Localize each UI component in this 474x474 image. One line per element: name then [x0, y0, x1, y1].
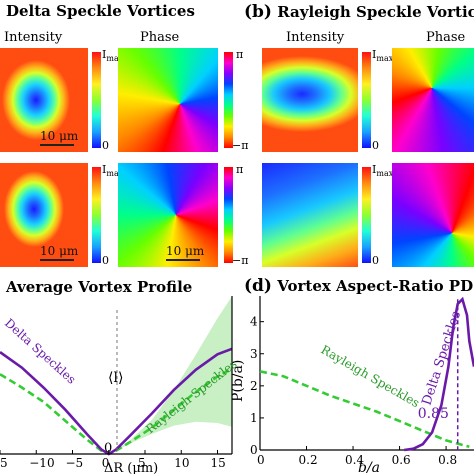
panel-d-rayleigh-label: Rayleigh Speckles — [319, 342, 422, 410]
panel-a-cbar-max-2: Imax — [102, 163, 124, 179]
panel-b-intensity-map-1 — [262, 48, 358, 152]
panel-a-intensity-colorbar-1 — [92, 52, 101, 148]
panel-a-cbar-pi-1: π — [236, 48, 244, 61]
panel-d-title: (d) Vortex Aspect-Ratio PD — [244, 276, 474, 296]
panel-d-x-tick-label: 0.6 — [392, 453, 411, 467]
panel-a-intensity-colorbar-2 — [92, 167, 101, 263]
panel-d-delta-line — [404, 296, 474, 452]
panel-d-y-tick-label: 1 — [250, 411, 258, 425]
panel-a-phase-colorbar-1 — [224, 52, 233, 148]
panel-b-cbar-zero-1: 0 — [372, 139, 379, 152]
panel-a-cbar-zero-2: 0 — [102, 254, 109, 267]
panel-b-cbar-zero-2: 0 — [372, 254, 379, 267]
panel-c-annotation-l: ⟨l⟩ — [108, 370, 123, 386]
panel-d-y-tick-label: 0 — [250, 443, 258, 457]
panel-a-intensity-label: Intensity — [4, 30, 63, 45]
panel-d-y-tick-label: 2 — [250, 379, 258, 393]
panel-b-cbar-max-1: Imax — [372, 48, 394, 64]
panel-c-x-tick-label: 10 — [174, 456, 189, 470]
panel-d-x-tick-label: 0.8 — [438, 453, 457, 467]
panel-a-scale-label-1: 10 μm — [40, 129, 79, 143]
panel-d-x-tick-label: 0 — [257, 453, 265, 467]
panel-a-cbar-max-1: Imax — [102, 48, 124, 64]
panel-b-phase-map-2 — [392, 163, 474, 267]
panel-a-cbar-pi-2: π — [236, 163, 244, 176]
panel-a-phase-label: Phase — [140, 30, 180, 45]
panel-b-phase-map-1 — [392, 48, 474, 152]
panel-d-ticks: 0 0.2 0.4 0.6 0.8 0 1 2 3 4 — [250, 315, 457, 467]
panel-c-xlabel: ΔR (μm) — [104, 461, 158, 474]
panel-c-x-tick-label: −5 — [66, 456, 84, 470]
panel-d-x-tick-label: 0.4 — [345, 453, 364, 467]
panel-c-x-ticks: 5 −10 −5 0 5 10 15 — [0, 450, 226, 470]
panel-d-y-tick-label: 4 — [250, 315, 258, 329]
panel-a-scale-bar-1 — [40, 144, 74, 146]
panel-c-x-tick-label: 5 — [0, 456, 8, 470]
panel-d-y-tick-label: 3 — [250, 347, 258, 361]
panel-a-title: Delta Speckle Vortices — [6, 2, 195, 20]
panel-b-intensity-colorbar-1 — [362, 52, 371, 148]
panel-a-phase-map-1 — [118, 48, 218, 152]
panel-c-title: Average Vortex Profile — [6, 278, 193, 296]
panel-a-scale-bar-2 — [40, 259, 74, 261]
panel-a-phase-scale-label-2: 10 μm — [166, 244, 205, 258]
panel-a-phase-map-2 — [118, 163, 218, 267]
panel-b-intensity-label: Intensity — [286, 30, 345, 45]
panel-d-peak-label: 0.85 — [418, 406, 449, 422]
panel-c-x-tick-label: −10 — [29, 456, 54, 470]
panel-c-delta-line — [0, 347, 233, 456]
panel-c-delta-label: Delta Speckles — [2, 316, 79, 387]
panel-c-x-tick-label: 0 — [102, 456, 110, 470]
panel-b-cbar-max-2: Imax — [372, 163, 394, 179]
panel-b-intensity-colorbar-2 — [362, 167, 371, 263]
panel-a-intensity-map-1 — [0, 48, 88, 152]
panel-c-chart: 5 −10 −5 0 5 10 15 ⟨l⟩ 0 Delta Speckles Raylei… — [0, 296, 240, 474]
panel-d-rayleigh-line — [259, 370, 470, 449]
panel-c-x-tick-label: 15 — [211, 456, 226, 470]
panel-b-phase-label: Phase — [426, 30, 466, 45]
panel-a-phase-scale-bar-2 — [166, 259, 200, 261]
panel-a-scale-label-2: 10 μm — [40, 244, 79, 258]
panel-d-chart: 0 0.2 0.4 0.6 0.8 0 1 2 3 4 0.85 Rayleigh Speckle… — [230, 296, 474, 474]
panel-d-ylabel: P(b/a) — [230, 360, 246, 402]
panel-c-zero-label: 0 — [104, 441, 112, 456]
panel-a-cbar-neg-pi-1: −π — [232, 139, 249, 152]
panel-d-x-tick-label: 0.2 — [299, 453, 318, 467]
panel-a-cbar-zero-1: 0 — [102, 139, 109, 152]
panel-d-xlabel: b/a — [358, 460, 380, 474]
panel-c-rayleigh-line — [0, 367, 233, 456]
panel-b-title: (b) Rayleigh Speckle Vortic — [244, 2, 474, 22]
panel-c-rayleigh-band — [0, 296, 232, 454]
panel-b-intensity-map-2 — [262, 163, 358, 267]
panel-c-x-tick-label: 5 — [138, 456, 146, 470]
panel-a-phase-colorbar-2 — [224, 167, 233, 263]
panel-a-intensity-map-2 — [0, 163, 88, 267]
panel-a-cbar-neg-pi-2: −π — [232, 254, 249, 267]
